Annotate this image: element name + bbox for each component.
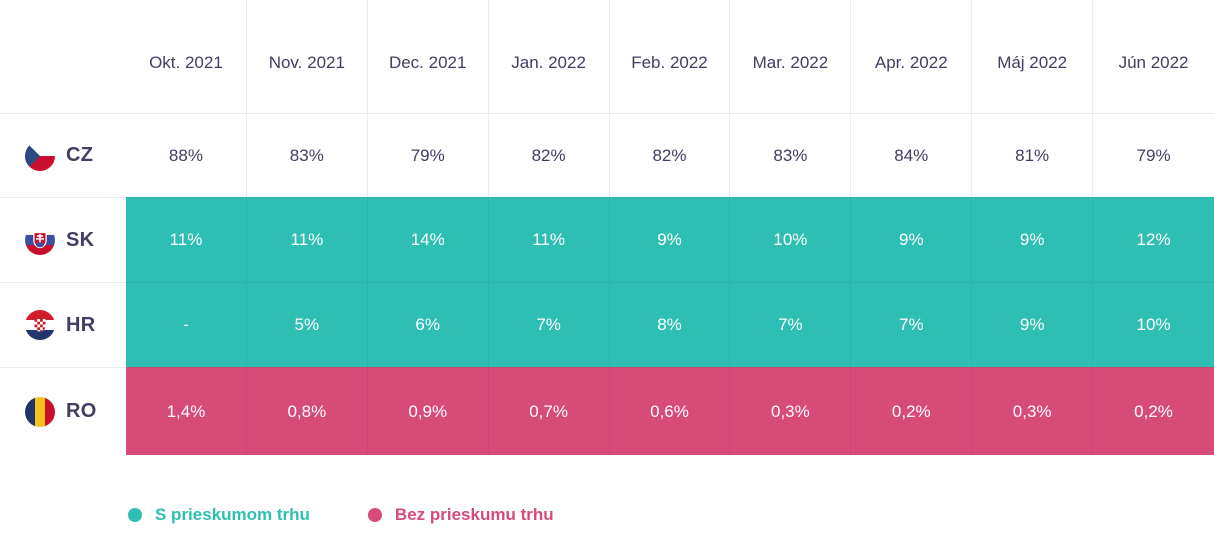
country-code: RO <box>66 400 97 422</box>
country-percentage-table-page: Okt. 2021 Nov. 2021 Dec. 2021 Jan. 2022 Feb.… <box>0 0 1214 525</box>
row-label-hr: HR <box>0 282 126 367</box>
value-cell: 9% <box>851 197 973 282</box>
value-cell: 14% <box>367 197 489 282</box>
value-cell: 82% <box>488 113 610 197</box>
column-header-month: Dec. 2021 <box>367 0 489 113</box>
value-cell: 11% <box>126 197 247 282</box>
value-cell: 5% <box>246 282 368 367</box>
flag-cz-icon <box>25 140 55 171</box>
value-cell: 9% <box>609 197 731 282</box>
value-cell: 81% <box>972 113 1094 197</box>
flag-ro-icon <box>25 396 55 427</box>
value-cell: 83% <box>246 113 368 197</box>
column-header-month: Mar. 2022 <box>730 0 852 113</box>
value-cell: - <box>126 282 247 367</box>
value-cell: 79% <box>1093 113 1214 197</box>
value-cell: 0,8% <box>246 367 368 455</box>
value-cell: 1,4% <box>126 367 247 455</box>
column-header-month: Nov. 2021 <box>246 0 368 113</box>
legend: S prieskumom trhu Bez prieskumu trhu <box>128 505 1214 525</box>
value-cell: 0,3% <box>730 367 852 455</box>
flag-hr-icon <box>25 310 55 340</box>
row-label-ro: RO <box>0 367 126 455</box>
value-cell: 8% <box>609 282 731 367</box>
legend-dot-icon <box>128 508 142 522</box>
flag-sk-icon <box>25 225 55 255</box>
legend-item: S prieskumom trhu <box>128 505 310 525</box>
value-cell: 10% <box>730 197 852 282</box>
value-cell: 7% <box>488 282 610 367</box>
value-cell: 0,2% <box>851 367 973 455</box>
value-cell: 82% <box>609 113 731 197</box>
column-header-month: Apr. 2022 <box>851 0 973 113</box>
value-cell: 88% <box>126 113 247 197</box>
column-header-month: Jún 2022 <box>1093 0 1214 113</box>
value-cell: 9% <box>972 197 1094 282</box>
value-cell: 7% <box>730 282 852 367</box>
column-header-month: Feb. 2022 <box>609 0 731 113</box>
value-cell: 0,2% <box>1093 367 1214 455</box>
country-code: CZ <box>66 144 94 166</box>
value-cell: 0,6% <box>609 367 731 455</box>
row-label-cz: CZ <box>0 113 126 197</box>
value-cell: 0,9% <box>367 367 489 455</box>
legend-item: Bez prieskumu trhu <box>367 505 554 525</box>
legend-label: Bez prieskumu trhu <box>394 505 554 524</box>
value-cell: 12% <box>1093 197 1214 282</box>
legend-dot-icon <box>367 508 382 522</box>
column-header-month: Jan. 2022 <box>488 0 610 113</box>
row-label-sk: SK <box>0 197 126 282</box>
data-table: Okt. 2021 Nov. 2021 Dec. 2021 Jan. 2022 Feb.… <box>0 0 1214 455</box>
column-header-month: Máj 2022 <box>972 0 1094 113</box>
value-cell: 79% <box>367 113 489 197</box>
country-code: HR <box>66 313 96 336</box>
value-cell: 84% <box>851 113 973 197</box>
header-corner-cell <box>0 0 126 113</box>
value-cell: 11% <box>246 197 368 282</box>
country-code: SK <box>66 228 95 251</box>
value-cell: 0,7% <box>488 367 610 455</box>
value-cell: 11% <box>488 197 610 282</box>
value-cell: 6% <box>367 282 489 367</box>
value-cell: 83% <box>730 113 852 197</box>
value-cell: 0,3% <box>972 367 1094 455</box>
value-cell: 9% <box>972 282 1094 367</box>
legend-label: S prieskumom trhu <box>155 505 310 524</box>
column-header-month: Okt. 2021 <box>126 0 247 113</box>
value-cell: 10% <box>1093 282 1214 367</box>
value-cell: 7% <box>851 282 973 367</box>
